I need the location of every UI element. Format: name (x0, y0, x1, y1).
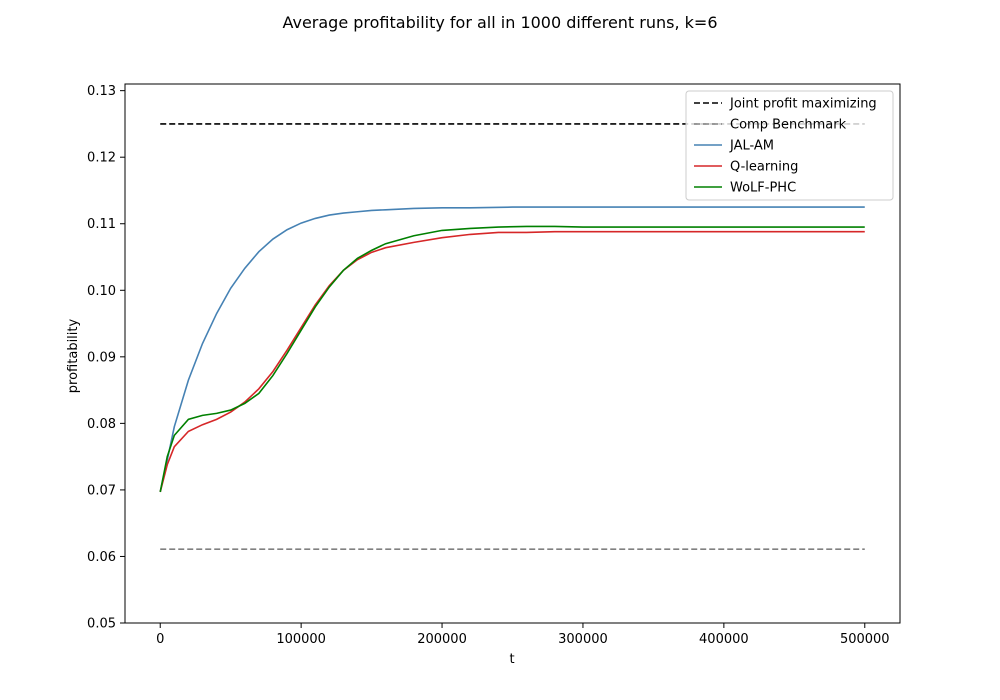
y-axis-label: profitability (66, 319, 81, 394)
y-tick-label: 0.07 (87, 483, 116, 498)
y-tick-label: 0.06 (87, 550, 116, 565)
series-line-2 (159, 206, 865, 493)
y-tick-label: 0.13 (87, 84, 116, 99)
x-tick-label: 500000 (840, 632, 890, 647)
legend-label: Comp Benchmark (730, 118, 847, 133)
plot-area (124, 83, 901, 624)
legend: Joint profit maximizing Comp Benchmark JAL… (685, 90, 894, 201)
y-tick-label: 0.10 (87, 284, 116, 299)
y-tick-label: 0.11 (87, 217, 116, 232)
series-line-3 (159, 230, 865, 493)
x-tick-label: 100000 (276, 632, 326, 647)
x-tick-label: 200000 (417, 632, 467, 647)
chart-title: Average profitability for all in 1000 di… (282, 13, 717, 32)
y-tick-label: 0.05 (87, 617, 116, 632)
legend-label: Q-learning (730, 160, 798, 175)
y-axis: 0.05 0.06 0.07 0.08 0.09 0.10 0.11 0.12 0.13 (87, 84, 125, 632)
legend-label: Joint profit maximizing (729, 97, 877, 112)
plot-frame (124, 83, 901, 624)
y-tick-label: 0.08 (87, 417, 116, 432)
legend-box (685, 90, 894, 201)
y-tick-label: 0.09 (87, 350, 116, 365)
x-tick-label: 300000 (558, 632, 608, 647)
series-line-4 (159, 225, 865, 493)
x-tick-label: 0 (156, 632, 164, 647)
x-tick-label: 400000 (699, 632, 749, 647)
legend-label: JAL-AM (729, 139, 774, 154)
x-axis-label: t (509, 652, 514, 667)
x-axis: 0 100000 200000 300000 400000 500000 (156, 623, 890, 647)
legend-label: WoLF-PHC (730, 181, 796, 196)
y-tick-label: 0.12 (87, 151, 116, 166)
